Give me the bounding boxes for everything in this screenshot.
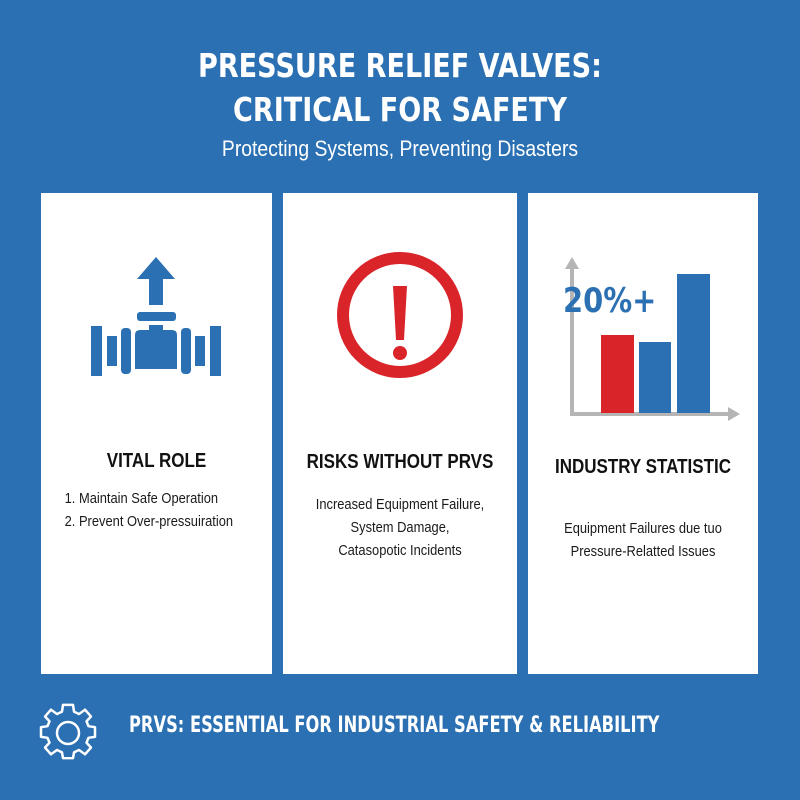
description-line: System Damage, bbox=[350, 519, 450, 536]
page-subtitle: Protecting Systems, Preventing Disasters bbox=[221, 136, 579, 161]
card-heading: RISKS WITHOUT PRVS bbox=[306, 451, 494, 473]
bar-chart-icon bbox=[565, 257, 740, 421]
title-line-2: CRITICAL FOR SAFETY bbox=[233, 90, 567, 129]
footer-banner: PRVS: ESSENTIAL FOR INDUSTRIAL SAFETY & … bbox=[0, 690, 800, 760]
card-heading: VITAL ROLE bbox=[106, 450, 207, 472]
description-line: Equipment Failures due tuo bbox=[564, 520, 722, 537]
description-line: Pressure-Relatted Issues bbox=[570, 543, 716, 560]
card-description: Equipment Failures due tuo Pressure-Rela… bbox=[544, 517, 742, 563]
card-description: Increased Equipment Failure, System Dama… bbox=[299, 493, 500, 562]
page-title: PRESSURE RELIEF VALVES: CRITICAL FOR SAF… bbox=[72, 44, 728, 132]
pressure-valve-icon bbox=[91, 257, 221, 376]
title-line-1: PRESSURE RELIEF VALVES: bbox=[198, 46, 602, 85]
list-item: 2. Prevent Over-pressuiration bbox=[64, 513, 234, 530]
card-heading: INDUSTRY STATISTIC bbox=[554, 456, 731, 478]
footer-tagline: PRVS: ESSENTIAL FOR INDUSTRIAL SAFETY & … bbox=[129, 713, 660, 738]
warning-exclamation-icon bbox=[337, 252, 463, 378]
card-list: 1. Maintain Safe Operation 2. Prevent Ov… bbox=[65, 487, 257, 533]
stat-value: 20%+ bbox=[563, 281, 657, 321]
list-item: 1. Maintain Safe Operation bbox=[64, 490, 219, 507]
description-line: Catasopotic Incidents bbox=[338, 542, 462, 559]
card-vital-role: VITAL ROLE 1. Maintain Safe Operation 2.… bbox=[41, 193, 272, 674]
gear-icon bbox=[39, 703, 97, 760]
card-risks: RISKS WITHOUT PRVS Increased Equipment F… bbox=[283, 193, 517, 674]
description-line: Increased Equipment Failure, bbox=[315, 496, 485, 513]
card-industry-statistic: 20%+ INDUSTRY STATISTIC Equipment Failur… bbox=[528, 193, 758, 674]
